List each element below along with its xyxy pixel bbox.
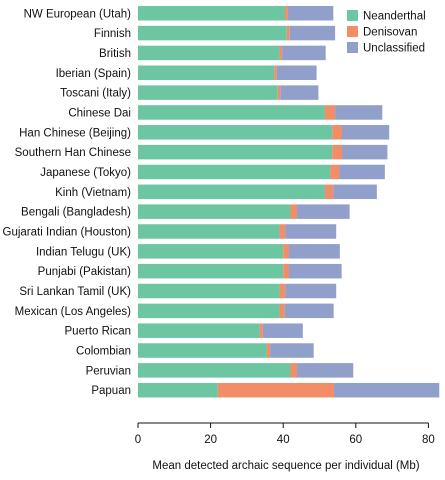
bar-neanderthal-han-chinese-beijing <box>138 125 333 140</box>
category-label-japanese-tokyo: Japanese (Tokyo) <box>40 167 131 179</box>
bar-unclassified-british <box>282 45 326 61</box>
bar-neanderthal-mexican-los-angeles <box>138 303 280 319</box>
category-label-peruvian: Peruvian <box>86 365 131 377</box>
bar-unclassified-papuan <box>334 382 440 398</box>
bar-neanderthal-japanese-tokyo <box>138 164 331 180</box>
bar-unclassified-southern-han-chinese <box>342 144 388 160</box>
bar-denisovan-finnish <box>286 25 290 41</box>
bar-unclassified-punjabi-pakistan <box>289 263 342 279</box>
category-label-puerto-rican: Puerto Rican <box>65 326 131 338</box>
bar-denisovan-chinese-dai <box>324 105 336 120</box>
bar-neanderthal-southern-han-chinese <box>138 144 333 160</box>
bar-unclassified-finnish <box>289 25 336 41</box>
bar-neanderthal-papuan <box>138 382 218 398</box>
bar-denisovan-peruvian <box>290 363 297 378</box>
bar-unclassified-chinese-dai <box>335 105 383 120</box>
category-label-finnish: Finnish <box>94 28 131 40</box>
bar-neanderthal-gujarati-indian-houston <box>138 224 280 239</box>
legend-swatch-neanderthal <box>347 10 358 21</box>
bar-denisovan-british <box>279 45 283 61</box>
category-label-sri-lankan-tamil-uk: Sri Lankan Tamil (UK) <box>19 286 131 298</box>
x-tick-label-0: 0 <box>135 434 141 446</box>
category-label-colombian: Colombian <box>76 346 131 358</box>
bar-denisovan-toscani-italy <box>277 85 281 100</box>
bar-unclassified-han-chinese-beijing <box>342 125 390 140</box>
bar-neanderthal-toscani-italy <box>138 85 278 100</box>
bar-denisovan-gujarati-indian-houston <box>279 224 286 239</box>
bar-neanderthal-chinese-dai <box>138 105 325 120</box>
bar-neanderthal-colombian <box>138 343 267 358</box>
category-labels: NW European (Utah) Finnish British Iberian … <box>3 8 132 397</box>
category-label-chinese-dai: Chinese Dai <box>68 107 131 119</box>
bar-neanderthal-british <box>138 45 280 61</box>
x-tick-label-40: 40 <box>277 434 290 446</box>
category-label-mexican-los-angeles: Mexican (Los Angeles) <box>15 306 132 318</box>
bar-unclassified-sri-lankan-tamil-uk <box>285 283 337 299</box>
bar-unclassified-toscani-italy <box>280 85 319 100</box>
category-label-papuan: Papuan <box>91 385 131 397</box>
x-tick-label-80: 80 <box>422 434 435 446</box>
bar-neanderthal-peruvian <box>138 363 291 378</box>
bar-unclassified-mexican-los-angeles <box>284 303 334 319</box>
bar-denisovan-bengali-bangladesh <box>290 204 297 219</box>
bar-denisovan-han-chinese-beijing <box>332 125 343 140</box>
category-label-punjabi-pakistan: Punjabi (Pakistan) <box>38 266 131 278</box>
bar-denisovan-mexican-los-angeles <box>279 303 285 319</box>
bar-denisovan-iberian-spain <box>274 65 277 81</box>
bar-neanderthal-kinh-vietnam <box>138 184 325 200</box>
legend-swatch-unclassified <box>347 42 358 53</box>
bar-unclassified-bengali-bangladesh <box>296 204 350 219</box>
bar-denisovan-sri-lankan-tamil-uk <box>279 283 286 299</box>
bar-unclassified-gujarati-indian-houston <box>285 224 337 239</box>
legend-label-denisovan: Denisovan <box>363 27 417 39</box>
category-label-nw-european-utah: NW European (Utah) <box>24 8 132 20</box>
bar-unclassified-nw-european-utah <box>287 6 334 21</box>
bar-unclassified-peruvian <box>296 363 354 378</box>
bar-denisovan-southern-han-chinese <box>332 144 343 160</box>
category-label-toscani-italy: Toscani (Italy) <box>60 88 131 100</box>
bar-neanderthal-puerto-rican <box>138 323 260 338</box>
bar-unclassified-puerto-rican <box>262 323 303 338</box>
bars-layer <box>138 6 440 398</box>
category-label-gujarati-indian-houston: Gujarati Indian (Houston) <box>3 226 132 238</box>
legend-swatch-denisovan <box>347 26 358 37</box>
category-label-han-chinese-beijing: Han Chinese (Beijing) <box>19 127 131 139</box>
bar-neanderthal-indian-telugu-uk <box>138 244 284 259</box>
x-tick-label-60: 60 <box>349 434 362 446</box>
bar-neanderthal-bengali-bangladesh <box>138 204 291 219</box>
bar-unclassified-kinh-vietnam <box>333 184 377 200</box>
legend: Neanderthal Denisovan Unclassified <box>347 10 426 55</box>
bar-denisovan-puerto-rican <box>259 323 263 338</box>
bar-unclassified-colombian <box>270 343 314 358</box>
bar-neanderthal-nw-european-utah <box>138 6 286 21</box>
legend-label-unclassified: Unclassified <box>363 43 425 55</box>
category-label-bengali-bangladesh: Bengali (Bangladesh) <box>21 207 131 219</box>
bar-denisovan-japanese-tokyo <box>330 164 340 180</box>
bar-denisovan-nw-european-utah <box>285 6 288 21</box>
bar-neanderthal-iberian-spain <box>138 65 275 81</box>
x-axis: 0 20 40 60 80 <box>135 422 435 446</box>
bar-unclassified-japanese-tokyo <box>339 164 385 180</box>
x-axis-label: Mean detected archaic sequence per indiv… <box>152 460 419 472</box>
category-label-indian-telugu-uk: Indian Telugu (UK) <box>36 246 131 258</box>
x-tick-label-20: 20 <box>204 434 217 446</box>
bar-denisovan-colombian <box>266 343 271 358</box>
bar-unclassified-indian-telugu-uk <box>289 244 340 259</box>
category-label-british: British <box>99 48 131 60</box>
bar-denisovan-kinh-vietnam <box>324 184 334 200</box>
bar-neanderthal-finnish <box>138 25 287 41</box>
bar-denisovan-punjabi-pakistan <box>283 263 290 279</box>
bar-denisovan-papuan <box>217 382 335 398</box>
legend-label-neanderthal: Neanderthal <box>363 11 426 23</box>
category-label-kinh-vietnam: Kinh (Vietnam) <box>55 187 131 199</box>
category-label-iberian-spain: Iberian (Spain) <box>56 68 132 80</box>
bar-unclassified-iberian-spain <box>276 65 317 81</box>
bar-neanderthal-sri-lankan-tamil-uk <box>138 283 280 299</box>
bar-denisovan-indian-telugu-uk <box>283 244 290 259</box>
category-label-southern-han-chinese: Southern Han Chinese <box>15 147 131 159</box>
bar-neanderthal-punjabi-pakistan <box>138 263 284 279</box>
